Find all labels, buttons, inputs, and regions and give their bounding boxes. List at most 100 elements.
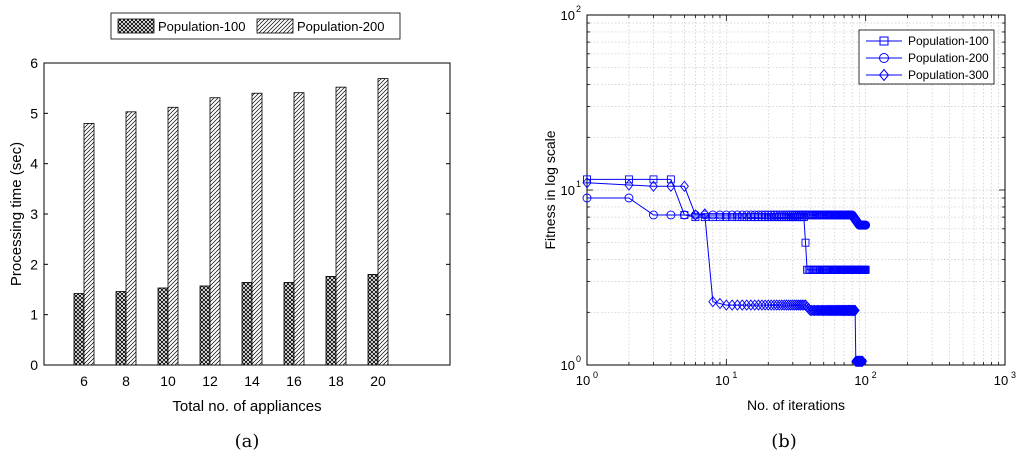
- marker-diamond: [582, 177, 592, 189]
- marker-circle: [624, 193, 634, 203]
- line-chart-y-label: Fitness in log scale: [542, 130, 558, 249]
- marker-diamond: [846, 304, 856, 317]
- marker-diamond: [856, 355, 866, 368]
- marker-circle: [760, 210, 770, 220]
- x-tick-exponent: 2: [872, 370, 877, 380]
- marker-diamond: [781, 299, 792, 311]
- y-tick-exponent: 1: [576, 179, 581, 189]
- y-tick-label: 3: [30, 206, 38, 222]
- marker-square: [649, 175, 658, 184]
- marker-circle: [779, 210, 789, 220]
- bar-chart-x-label: Total no. of appliances: [172, 398, 321, 415]
- y-tick-label: 0: [30, 357, 38, 373]
- marker-diamond: [849, 304, 859, 317]
- marker-diamond: [857, 355, 868, 368]
- marker-diamond: [624, 179, 634, 191]
- marker-circle: [649, 210, 658, 220]
- marker-circle: [777, 210, 787, 220]
- bar-chart-y-label: Processing time (sec): [8, 142, 25, 286]
- legend-label-population-300: Population-300: [908, 68, 989, 82]
- marker-diamond: [853, 355, 863, 368]
- marker-diamond: [757, 299, 767, 311]
- marker-circle: [772, 210, 782, 220]
- line-chart-axes: 10 0 10 1 10 2 10 310 010 110 2: [561, 4, 1016, 388]
- marker-diamond: [779, 299, 789, 311]
- legend-swatch-population-200: [256, 18, 294, 34]
- bar-population-100: [283, 282, 295, 366]
- marker-diamond: [648, 180, 659, 193]
- marker-diamond: [856, 355, 866, 368]
- x-tick-exponent: 0: [593, 370, 598, 380]
- x-tick-label: 18: [328, 373, 344, 389]
- y-tick-label: 6: [30, 55, 38, 71]
- marker-circle: [666, 210, 676, 220]
- marker-diamond: [777, 299, 787, 311]
- y-tick-label: 10: [561, 358, 575, 373]
- x-tick-label: 16: [286, 373, 302, 389]
- marker-diamond: [849, 304, 859, 317]
- marker-diamond: [854, 355, 864, 368]
- marker-diamond: [750, 299, 760, 311]
- marker-circle: [763, 210, 773, 220]
- bar-population-100: [325, 276, 337, 366]
- marker-diamond: [715, 297, 725, 310]
- marker-diamond: [746, 299, 756, 311]
- bar-population-200: [125, 111, 137, 366]
- x-tick-label: 10: [576, 373, 590, 388]
- marker-diamond: [850, 304, 860, 317]
- bar-population-200: [293, 92, 305, 366]
- x-tick-label: 10: [715, 373, 729, 388]
- line-chart-legend: Population-100 Population-200 Population…: [858, 29, 995, 85]
- marker-circle: [708, 210, 718, 220]
- panel-label-a: (a): [235, 431, 260, 452]
- bar-population-200: [83, 123, 95, 366]
- y-tick-exponent: 0: [576, 354, 581, 364]
- bar-population-100: [367, 273, 379, 366]
- x-tick-label: 10: [994, 373, 1008, 388]
- legend-label-population-100: Population-100: [158, 19, 245, 34]
- marker-diamond: [700, 208, 710, 220]
- line-chart-x-label: No. of iterations: [747, 397, 845, 413]
- marker-diamond: [857, 355, 867, 368]
- marker-circle: [737, 210, 747, 220]
- marker-diamond: [855, 355, 865, 368]
- y-tick-label: 10: [561, 183, 575, 198]
- bar-population-100: [157, 287, 169, 366]
- marker-circle: [715, 210, 725, 220]
- line-chart-panel: 10 0 10 1 10 2 10 310 010 110 2 No. of iterations …: [542, 4, 1016, 452]
- marker-square: [801, 238, 810, 247]
- marker-diamond: [742, 299, 752, 311]
- marker-diamond: [848, 304, 858, 317]
- marker-circle: [732, 210, 742, 220]
- legend-swatch-population-100: [117, 18, 155, 34]
- y-tick-label: 1: [30, 307, 38, 323]
- marker-diamond: [847, 304, 857, 317]
- x-tick-label: 14: [244, 373, 260, 389]
- marker-circle: [750, 210, 760, 220]
- marker-diamond: [679, 180, 689, 193]
- bar-chart-bars: [73, 78, 389, 366]
- bar-population-200: [167, 106, 179, 366]
- marker-circle: [679, 210, 689, 220]
- marker-circle: [757, 210, 767, 220]
- y-tick-label: 4: [30, 156, 38, 172]
- x-tick-exponent: 3: [1011, 370, 1016, 380]
- marker-circle: [774, 210, 784, 220]
- marker-circle: [582, 193, 592, 203]
- marker-circle: [861, 220, 871, 230]
- marker-diamond: [753, 299, 764, 311]
- bar-population-200: [335, 86, 347, 366]
- panel-label-b: (b): [771, 431, 797, 452]
- marker-diamond: [784, 299, 794, 311]
- bar-population-200: [251, 92, 263, 366]
- y-tick-label: 2: [30, 256, 38, 272]
- y-tick-exponent: 2: [576, 4, 581, 14]
- x-tick-label: 10: [160, 373, 176, 389]
- marker-diamond: [846, 304, 856, 317]
- marker-diamond: [786, 299, 796, 311]
- bar-population-100: [241, 282, 253, 366]
- bar-population-200: [209, 97, 221, 366]
- marker-diamond: [854, 355, 864, 368]
- marker-circle: [727, 210, 737, 220]
